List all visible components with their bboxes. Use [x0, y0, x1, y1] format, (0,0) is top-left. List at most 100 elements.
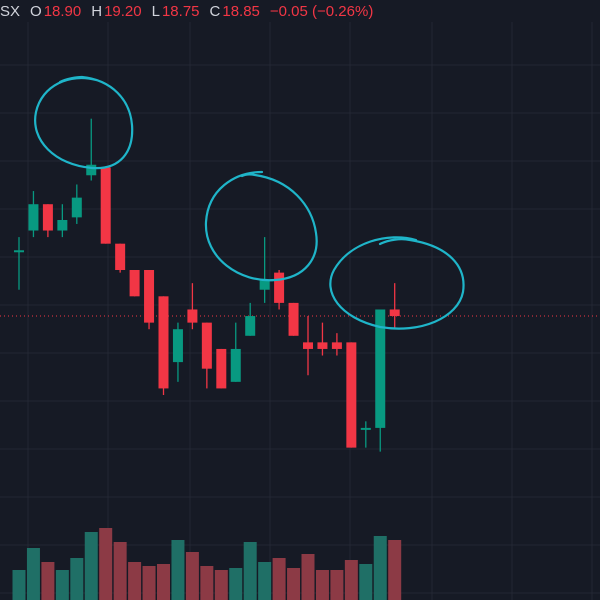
volume-bar: [315, 570, 329, 600]
open-value: 18.90: [43, 2, 82, 20]
volume-bar: [287, 568, 301, 600]
open-readout: O 18.90: [30, 3, 81, 20]
candle[interactable]: [288, 302, 299, 336]
candle-body: [375, 309, 386, 428]
annotation-circle: [329, 236, 465, 330]
volume-bar: [128, 562, 142, 600]
candles[interactable]: [14, 118, 400, 452]
volume-bar: [243, 542, 257, 600]
volume-bar: [214, 570, 228, 600]
volume-bar: [171, 540, 185, 600]
low-value: 18.75: [161, 2, 200, 20]
volume-bar: [26, 548, 40, 600]
volume-bar: [70, 558, 84, 600]
candle[interactable]: [331, 333, 342, 356]
low-readout: L 18.75: [152, 3, 200, 20]
close-readout: C 18.85: [210, 3, 260, 20]
candle[interactable]: [172, 322, 183, 382]
candle[interactable]: [144, 270, 155, 330]
candle[interactable]: [71, 184, 82, 224]
candle-body: [346, 342, 357, 448]
candle-body: [28, 204, 39, 231]
candle-body: [288, 302, 299, 336]
candle-body: [360, 427, 371, 430]
candle-body: [57, 220, 68, 231]
volume-bars: [12, 528, 402, 600]
candle-body: [115, 243, 126, 270]
high-readout: H 19.20: [91, 3, 141, 20]
annotation-circle: [204, 170, 318, 282]
candle[interactable]: [100, 167, 111, 244]
candle[interactable]: [28, 191, 39, 238]
candle[interactable]: [216, 348, 227, 389]
candle[interactable]: [57, 204, 68, 238]
symbol-fragment: SX: [0, 2, 21, 20]
candle[interactable]: [317, 322, 328, 356]
low-label: L: [151, 2, 160, 20]
candle[interactable]: [360, 421, 371, 448]
candle-body: [317, 342, 328, 349]
volume-bar: [12, 570, 26, 600]
candle-body: [303, 342, 313, 349]
open-label: O: [30, 2, 42, 20]
volume-bar: [272, 558, 286, 600]
candle-body: [201, 322, 212, 369]
close-value: 18.85: [222, 2, 260, 20]
volume-bar: [388, 540, 402, 600]
candle[interactable]: [346, 342, 357, 448]
candle-body: [216, 348, 227, 389]
grid-lines: [0, 22, 600, 600]
hand-drawn-annotations: [34, 75, 465, 330]
volume-bar: [41, 562, 55, 600]
candle[interactable]: [42, 204, 53, 238]
volume-bar: [344, 560, 358, 600]
candle-body: [259, 280, 270, 290]
price-change: −0.05 (−0.26%): [269, 2, 374, 20]
candle-body: [71, 197, 82, 218]
volume-bar: [258, 562, 272, 600]
volume-bar: [157, 564, 170, 600]
ohlc-header: SX O 18.90 H 19.20 L 18.75 C 18.85 −0.05 (−0…: [0, 0, 383, 22]
volume-bar: [142, 566, 156, 600]
candle[interactable]: [389, 283, 400, 330]
volume-bar: [301, 554, 315, 600]
candle-body: [86, 164, 97, 176]
candle-body: [274, 272, 285, 303]
volume-bar: [185, 552, 199, 600]
candle[interactable]: [115, 243, 126, 273]
candle[interactable]: [230, 322, 241, 382]
candle[interactable]: [375, 309, 386, 452]
candle-body: [129, 270, 140, 297]
candle-body: [245, 316, 256, 336]
candle[interactable]: [187, 283, 198, 330]
candle-body: [230, 348, 241, 382]
candle-body: [389, 309, 400, 317]
candle[interactable]: [259, 237, 270, 303]
volume-bar: [200, 566, 214, 600]
close-label: C: [209, 2, 221, 20]
candle-body: [14, 250, 24, 253]
candle[interactable]: [245, 302, 256, 336]
candle-body: [187, 309, 198, 323]
volume-bar: [373, 536, 387, 600]
candle-body: [158, 296, 169, 389]
volume-bar: [55, 570, 69, 600]
candle[interactable]: [14, 237, 24, 290]
volume-bar: [229, 568, 243, 600]
candle-body: [144, 270, 155, 323]
candle[interactable]: [201, 322, 212, 389]
high-value: 19.20: [104, 2, 142, 20]
high-label: H: [91, 2, 103, 20]
volume-bar: [330, 570, 344, 600]
candle[interactable]: [274, 270, 285, 310]
volume-bar: [359, 564, 373, 600]
candle[interactable]: [129, 270, 140, 297]
candle[interactable]: [158, 296, 169, 395]
volume-bar: [99, 528, 113, 600]
candle[interactable]: [303, 316, 313, 376]
candle-body: [42, 204, 53, 231]
candle[interactable]: [86, 118, 97, 181]
volume-bar: [84, 532, 98, 600]
